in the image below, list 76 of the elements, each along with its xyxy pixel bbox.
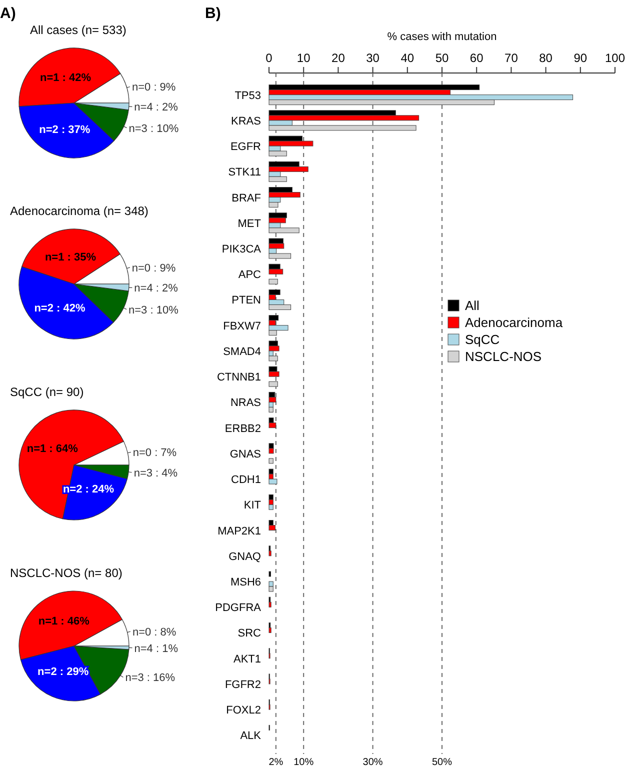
- bar: [268, 458, 274, 464]
- y-tick-label: STK11: [228, 166, 261, 179]
- y-tick-label: PTEN: [232, 294, 262, 307]
- y-tick-label: MSH6: [230, 576, 261, 588]
- ref-line-label: 2%: [268, 757, 284, 768]
- y-tick-label: ERBB2: [224, 422, 261, 435]
- ref-line-label: 30%: [362, 757, 383, 768]
- bar: [268, 278, 278, 284]
- y-tick-label: TP53: [234, 90, 261, 102]
- y-tick-label: MAP2K1: [218, 525, 261, 538]
- y-tick-label: SRC: [238, 628, 262, 640]
- slice-label: n=4 : 1%: [134, 642, 178, 655]
- x-tick-label: 20: [332, 51, 346, 65]
- x-tick-label: 50: [435, 51, 449, 65]
- x-axis-title: % cases with mutation: [387, 31, 497, 43]
- x-tick-label: 0: [266, 51, 273, 65]
- y-tick-label: APC: [238, 269, 262, 282]
- y-tick-label: MET: [238, 218, 262, 230]
- legend-label: NSCLC-NOS: [465, 349, 542, 364]
- ref-line-label: 10%: [294, 757, 314, 768]
- chart-title: SqCC (n= 90): [10, 385, 84, 399]
- x-tick-label: 100: [604, 51, 626, 65]
- bar: [268, 381, 278, 387]
- y-tick-label: AKT1: [233, 653, 261, 666]
- y-tick-label: FBXW7: [223, 320, 261, 332]
- y-tick-label: PIK3CA: [222, 244, 262, 256]
- slice-label: n=0 : 9%: [132, 262, 176, 274]
- y-tick-label: SMAD4: [223, 346, 261, 358]
- x-tick-label: 10: [296, 51, 311, 65]
- slice-label: n=0 : 8%: [132, 626, 176, 638]
- slice-label: n=3 : 10%: [128, 304, 179, 316]
- legend-label: All: [465, 298, 480, 313]
- text: A): [0, 5, 16, 22]
- y-tick-label: GNAQ: [228, 550, 262, 563]
- legend-label: SqCC: [465, 332, 500, 347]
- y-tick-label: PDGFRA: [215, 602, 262, 614]
- bar: [268, 84, 480, 90]
- x-tick-label: 80: [539, 51, 553, 65]
- y-tick-label: KIT: [244, 500, 262, 512]
- y-tick-label: GNAS: [230, 448, 261, 460]
- y-tick-label: KRAS: [231, 115, 261, 128]
- x-tick-label: 70: [504, 51, 518, 65]
- slice-label: n=0 : 7%: [132, 447, 177, 460]
- slice-label: n=0 : 9%: [132, 82, 176, 94]
- slice-label: n=4 : 2%: [134, 282, 178, 295]
- x-tick-label: 30: [366, 51, 380, 65]
- slice-label: n=3 : 10%: [128, 122, 179, 135]
- chart-title: All cases (n= 533): [30, 23, 126, 37]
- y-tick-label: CDH1: [231, 474, 261, 486]
- y-tick-label: FGFR2: [224, 678, 261, 691]
- chart-title: Adenocarcinoma (n= 348): [10, 204, 148, 218]
- slice-label: n=2 : 37%: [39, 124, 90, 136]
- chart-title: NSCLC-NOS (n= 80): [10, 566, 122, 580]
- bar: [268, 315, 279, 321]
- y-tick-label: NRAS: [230, 397, 261, 410]
- x-tick-label: 90: [574, 51, 588, 65]
- slice-label: n=4 : 2%: [134, 102, 178, 114]
- text: B): [205, 5, 221, 22]
- slice-label: n=3 : 4%: [134, 467, 178, 480]
- bar: [268, 468, 274, 474]
- slice-label: n=1 : 46%: [38, 615, 90, 628]
- y-tick-label: EGFR: [230, 141, 262, 154]
- slice-label: n=1 : 35%: [44, 252, 96, 264]
- y-tick-label: BRAF: [232, 192, 262, 204]
- ref-line-label: 50%: [432, 757, 452, 768]
- slice-label: n=1 : 42%: [40, 72, 92, 84]
- y-tick-label: ALK: [240, 730, 262, 742]
- slice-label: n=1 : 64%: [26, 443, 78, 455]
- x-tick-label: 40: [400, 51, 414, 65]
- slice-label: n=2 : 42%: [34, 302, 86, 315]
- legend-label: Adenocarcinoma: [465, 315, 564, 330]
- y-tick-label: FOXL2: [226, 704, 261, 717]
- slice-label: n=2 : 29%: [38, 666, 89, 678]
- x-tick-label: 60: [470, 51, 484, 65]
- slice-label: n=3 : 16%: [125, 672, 176, 684]
- y-tick-label: CTNNB1: [216, 372, 261, 384]
